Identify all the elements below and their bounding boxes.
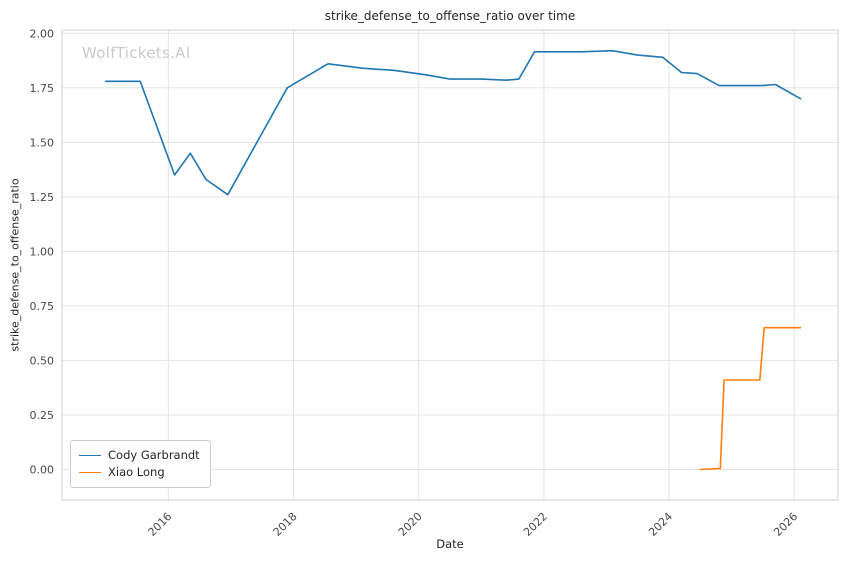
y-tick-label: 0.25	[30, 409, 55, 422]
x-tick-label: 2024	[646, 510, 675, 539]
y-tick-label: 1.50	[30, 136, 55, 149]
y-tick-label: 0.75	[30, 300, 55, 313]
plot-border	[61, 29, 839, 501]
x-tick-label: 2026	[771, 510, 800, 539]
y-tick-label: 0.50	[30, 354, 55, 367]
legend: Cody Garbrandt Xiao Long	[70, 440, 211, 488]
legend-label-cody-garbrandt: Cody Garbrandt	[108, 448, 200, 462]
x-tick-label: 2016	[146, 510, 175, 539]
x-tick-label: 2022	[521, 510, 550, 539]
x-tick-label: 2020	[396, 510, 425, 539]
watermark: WolfTickets.AI	[82, 44, 191, 62]
y-axis-label: strike_defense_to_offense_ratio	[8, 178, 22, 352]
series-line-xiao-long	[699, 326, 802, 471]
series-line-cody-garbrandt	[105, 49, 802, 196]
legend-item-cody-garbrandt: Cody Garbrandt	[79, 447, 200, 464]
y-tick-label: 1.00	[30, 245, 55, 258]
x-axis-label: Date	[436, 537, 464, 551]
legend-label-xiao-long: Xiao Long	[108, 465, 165, 479]
y-tick-label: 1.25	[30, 191, 55, 204]
y-tick-label: 1.75	[30, 82, 55, 95]
chart-title: strike_defense_to_offense_ratio over tim…	[324, 9, 576, 23]
legend-swatch-xiao-long	[79, 472, 101, 473]
legend-swatch-cody-garbrandt	[79, 455, 101, 456]
y-tick-label: 0.00	[30, 463, 55, 476]
legend-item-xiao-long: Xiao Long	[79, 464, 200, 481]
y-tick-label: 2.00	[30, 27, 55, 40]
x-tick-label: 2018	[271, 510, 300, 539]
